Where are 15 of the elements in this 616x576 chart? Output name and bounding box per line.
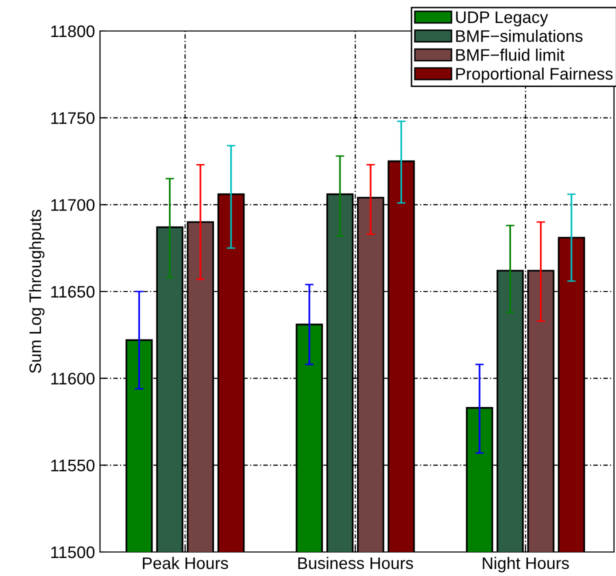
x-tick-label: Business Hours bbox=[298, 556, 414, 570]
x-tick-label: Peak Hours bbox=[142, 556, 228, 570]
legend-label: BMF−fluid limit bbox=[456, 48, 564, 61]
y-tick-label: 11750 bbox=[51, 112, 94, 124]
y-tick-label: 11700 bbox=[51, 199, 94, 211]
y-tick-label: 11650 bbox=[51, 286, 94, 298]
x-tick-label: Night Hours bbox=[482, 556, 569, 572]
y-tick-label: 11550 bbox=[51, 460, 94, 472]
legend-label: Proportional Fairness bbox=[456, 68, 613, 84]
legend-label: UDP Legacy bbox=[456, 12, 548, 26]
y-axis-title: Sum Log Throughputs bbox=[28, 210, 44, 374]
legend-label: BMF−simulations bbox=[456, 30, 583, 42]
y-tick-label: 11500 bbox=[51, 546, 94, 558]
y-tick-label: 11600 bbox=[51, 372, 94, 385]
y-tick-label: 11800 bbox=[51, 25, 94, 38]
